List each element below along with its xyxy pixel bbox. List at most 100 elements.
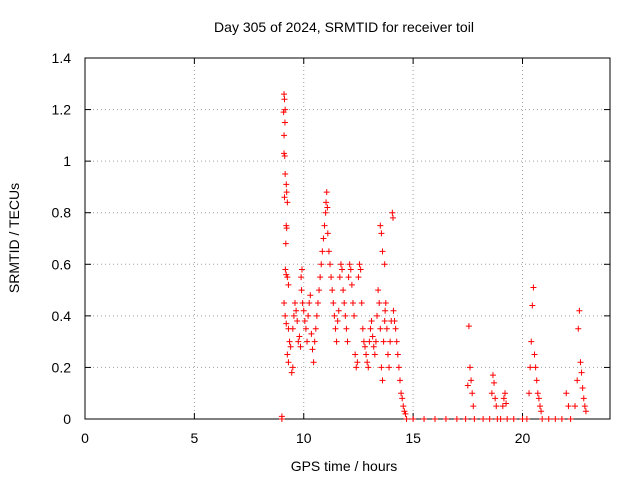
- data-point-0-94: [353, 364, 360, 371]
- data-point-0-200: [577, 359, 584, 366]
- data-point-0-203: [580, 395, 587, 402]
- y-tick-label-1: 0.2: [52, 359, 72, 375]
- x-tick-label-1: 5: [190, 430, 198, 446]
- data-point-0-65: [323, 199, 330, 206]
- data-point-0-163: [489, 372, 496, 379]
- data-point-0-201: [578, 369, 585, 376]
- data-point-0-97: [356, 261, 363, 268]
- data-point-0-10: [282, 171, 289, 178]
- data-point-0-34: [292, 299, 298, 306]
- data-point-0-157: [469, 390, 476, 397]
- data-point-0-176: [523, 416, 530, 422]
- y-tick-label-5: 1: [63, 153, 71, 169]
- data-point-0-19: [283, 271, 290, 278]
- data-point-0-60: [318, 261, 325, 268]
- data-point-0-21: [285, 281, 292, 288]
- y-tick-label-0: 0: [63, 411, 71, 427]
- data-point-0-31: [288, 369, 295, 376]
- data-point-0-72: [329, 287, 336, 294]
- data-point-0-148: [421, 416, 428, 422]
- data-point-0-38: [296, 333, 303, 340]
- data-point-0-174: [510, 416, 517, 422]
- chart-title: Day 305 of 2024, SRMTID for receiver toi…: [214, 19, 474, 35]
- data-point-0-78: [335, 307, 342, 314]
- x-axis-label: GPS time / hours: [291, 458, 398, 474]
- data-point-0-124: [379, 248, 386, 255]
- data-point-0-49: [306, 299, 313, 306]
- data-point-0-137: [393, 338, 400, 345]
- data-point-0-5: [280, 109, 287, 116]
- data-point-0-22: [281, 299, 288, 306]
- data-point-0-121: [382, 307, 389, 314]
- data-point-0-107: [367, 325, 374, 332]
- data-point-0-119: [380, 338, 387, 345]
- data-point-0-37: [295, 338, 302, 345]
- data-point-0-59: [317, 274, 324, 281]
- data-point-0-159: [471, 416, 478, 422]
- data-point-0-14: [284, 199, 291, 206]
- data-point-0-172: [503, 400, 510, 407]
- data-point-0-39: [297, 343, 304, 350]
- data-point-0-18: [282, 266, 289, 273]
- data-point-0-26: [286, 338, 293, 345]
- data-point-0-150: [442, 416, 449, 422]
- data-point-0-104: [364, 359, 371, 366]
- data-point-0-205: [582, 408, 589, 415]
- data-point-0-151: [453, 416, 460, 422]
- data-point-0-98: [357, 266, 364, 273]
- data-point-0-61: [319, 248, 326, 255]
- data-point-0-144: [401, 408, 408, 415]
- data-point-0-79: [336, 274, 343, 281]
- data-point-0-58: [316, 287, 323, 294]
- data-point-0-120: [381, 318, 388, 325]
- data-point-0-112: [372, 338, 379, 345]
- data-point-0-143: [400, 403, 407, 410]
- x-tick-label-4: 20: [515, 430, 531, 446]
- data-point-0-141: [398, 390, 405, 397]
- plot-frame: [84, 57, 611, 420]
- data-point-0-199: [576, 307, 583, 314]
- y-tick-label-6: 1.2: [52, 102, 72, 118]
- data-point-0-190: [545, 416, 552, 422]
- y-tick-label-7: 1.4: [52, 50, 72, 66]
- data-point-0-194: [565, 403, 572, 410]
- data-point-0-132: [389, 209, 396, 216]
- data-point-0-33: [290, 312, 297, 319]
- data-point-0-188: [538, 408, 545, 415]
- data-point-0-196: [572, 403, 578, 410]
- data-point-0-53: [310, 359, 317, 366]
- data-point-0-68: [324, 230, 331, 237]
- data-point-0-42: [299, 266, 305, 273]
- data-point-0-102: [362, 343, 368, 350]
- data-point-0-153: [464, 382, 471, 389]
- data-point-0-109: [369, 333, 376, 340]
- data-point-0-187: [537, 403, 543, 410]
- data-point-0-84: [342, 312, 349, 319]
- data-point-0-198: [575, 325, 582, 332]
- data-point-0-44: [300, 307, 307, 314]
- data-point-0-125: [381, 261, 388, 268]
- data-point-0-82: [340, 287, 347, 294]
- x-tick-label-2: 10: [296, 430, 312, 446]
- x-tick-label-3: 15: [405, 430, 421, 446]
- data-point-0-113: [374, 312, 381, 319]
- data-point-0-103: [363, 351, 370, 358]
- data-point-0-173: [504, 416, 511, 422]
- x-axis: 0 5 10 15 20: [81, 58, 530, 446]
- data-point-0-181: [530, 284, 537, 291]
- data-point-0-3: [281, 96, 288, 103]
- data-point-0-50: [307, 292, 314, 299]
- data-point-0-183: [532, 364, 539, 371]
- data-point-0-146: [403, 416, 410, 422]
- data-point-0-184: [533, 377, 540, 384]
- data-point-0-7: [281, 132, 288, 139]
- data-point-0-41: [298, 274, 305, 281]
- data-point-0-108: [368, 318, 375, 325]
- data-point-0-57: [314, 299, 321, 306]
- data-point-0-30: [289, 364, 296, 371]
- data-point-0-8: [281, 150, 288, 157]
- data-point-0-197: [574, 377, 581, 384]
- data-point-0-160: [480, 416, 487, 422]
- data-point-0-170: [500, 395, 507, 402]
- data-point-0-81: [339, 266, 346, 273]
